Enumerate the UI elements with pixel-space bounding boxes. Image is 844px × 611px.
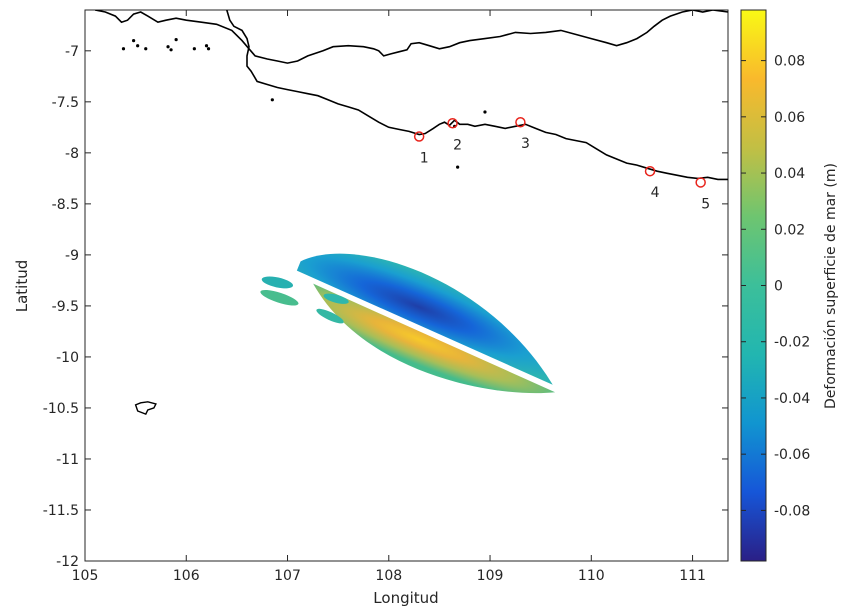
x-tick-label: 108 <box>375 568 402 584</box>
colorbar-tick-label: 0.02 <box>774 222 805 238</box>
negative-deformation-lobe <box>296 253 553 385</box>
deformation-patch <box>261 276 294 289</box>
x-axis-label: Longitud <box>373 589 438 607</box>
station-label: 3 <box>521 136 530 152</box>
station-marker <box>413 131 425 142</box>
y-tick-label: -11 <box>56 452 79 468</box>
colorbar-tick-label: 0.04 <box>774 166 805 182</box>
station-label: 4 <box>651 185 660 201</box>
x-tick-label: 109 <box>477 568 504 584</box>
y-axis-label: Latitud <box>13 260 31 313</box>
colorbar-tick-label: 0 <box>774 279 783 295</box>
colorbar-tick-label: 0.06 <box>774 110 805 126</box>
station-label: 2 <box>453 137 462 153</box>
islet <box>144 47 148 51</box>
y-tick-label: -9.5 <box>52 299 79 315</box>
islet <box>132 39 136 43</box>
sea-surface-deformation-field <box>260 253 556 394</box>
islet <box>456 165 460 169</box>
y-tick-label: -8.5 <box>52 197 79 213</box>
x-tick-label: 106 <box>173 568 200 584</box>
y-tick-label: -9 <box>65 248 79 264</box>
station-marker <box>695 177 706 188</box>
islet <box>270 98 274 102</box>
y-tick-label: -8 <box>65 146 79 162</box>
islet <box>174 37 178 42</box>
islet <box>121 47 126 51</box>
deformation-patch <box>316 308 344 324</box>
java-coastline <box>94 10 728 64</box>
colorbar-label: Deformación superficie de mar (m) <box>823 163 839 409</box>
colorbar-tick-label: -0.02 <box>774 335 810 351</box>
islet <box>166 45 170 49</box>
colorbar-tick-label: -0.06 <box>774 447 810 463</box>
island-outline <box>134 401 157 415</box>
y-axis-ticks: -12 -11.5 -11 -10.5 -10 -9.5 -9 -8.5 -8 -7.5 -7 <box>43 44 728 570</box>
y-tick-label: -10.5 <box>43 401 79 417</box>
x-tick-label: 107 <box>274 568 301 584</box>
deformation-patch <box>260 289 299 306</box>
station-label: 1 <box>420 151 429 167</box>
colorbar-tick-label: -0.08 <box>774 503 810 519</box>
deformation-patch <box>323 293 349 304</box>
tide-stations: 1 2 3 4 5 <box>413 116 710 212</box>
station-label: 5 <box>701 196 710 212</box>
islet <box>206 47 211 51</box>
map-content: 1 2 3 4 5 <box>94 10 728 415</box>
y-tick-label: -7 <box>65 44 79 60</box>
y-tick-label: -10 <box>56 350 79 366</box>
colorbar-ticks: 0.08 0.06 0.04 0.02 0 -0.02 -0.04 -0.06 -0.08 <box>741 54 810 519</box>
colorbar-tick-label: 0.08 <box>774 54 805 70</box>
colorbar-tick-label: -0.04 <box>774 391 810 407</box>
islet <box>136 44 140 48</box>
x-tick-label: 110 <box>578 568 605 584</box>
islet <box>192 47 196 51</box>
islet <box>169 48 173 52</box>
y-tick-label: -11.5 <box>43 503 79 519</box>
positive-deformation-lobe <box>313 283 556 394</box>
station-marker <box>644 165 656 177</box>
station-marker <box>515 116 526 128</box>
x-tick-label: 111 <box>679 568 706 584</box>
y-tick-label: -12 <box>56 554 79 570</box>
islet <box>204 44 209 48</box>
x-tick-label: 105 <box>72 568 99 584</box>
y-tick-label: -7.5 <box>52 95 79 111</box>
station-marker <box>447 118 458 129</box>
java-south-coastline <box>226 10 728 181</box>
x-axis-ticks: 105 106 107 108 109 110 111 <box>72 10 706 584</box>
islet <box>483 110 487 114</box>
